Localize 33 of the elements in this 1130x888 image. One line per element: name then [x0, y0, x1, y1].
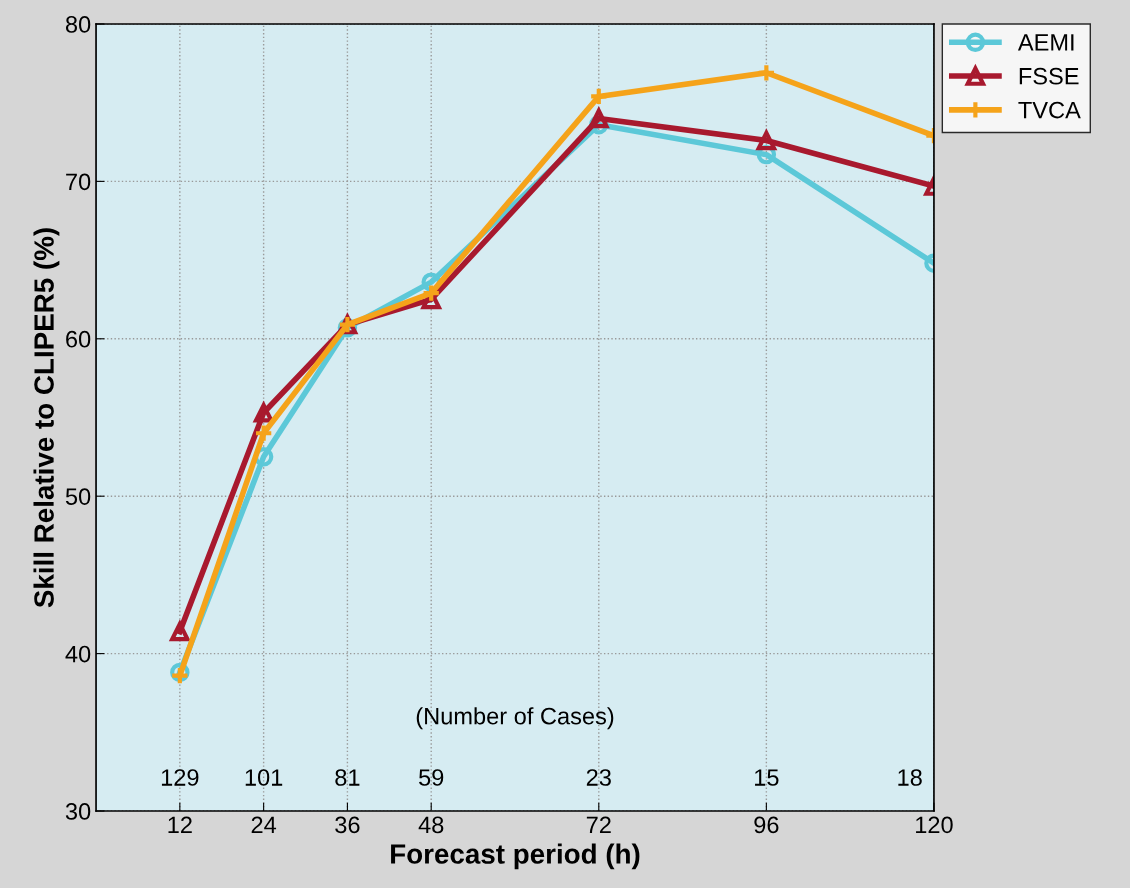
point — [589, 86, 609, 107]
point — [168, 619, 190, 642]
point — [589, 106, 610, 129]
legend-label: FSSE — [1019, 67, 1079, 85]
y-axis-title: Skill Relative to CLIPER5 (%) — [33, 228, 60, 608]
y-tick-label: 80 — [65, 16, 91, 33]
annotation: 23 — [586, 769, 611, 786]
legend-label: TVCA — [1018, 101, 1081, 119]
annotation: (Number of Cases) — [416, 707, 614, 730]
x-tick-label: 48 — [418, 816, 444, 834]
annotation: 18 — [898, 769, 922, 786]
x-tick-label: 120 — [916, 816, 953, 834]
x-tick-label: 24 — [251, 816, 277, 833]
x-tick-label: 36 — [335, 816, 360, 834]
y-tick-label: 50 — [65, 488, 91, 505]
annotation: 101 — [245, 769, 283, 786]
annotation: 15 — [755, 769, 779, 786]
y-tick-label: 30 — [65, 803, 91, 820]
point — [253, 423, 274, 443]
x-tick-label: 96 — [754, 816, 779, 834]
x-tick-label: 72 — [586, 816, 611, 833]
y-tick-label: 70 — [66, 173, 91, 191]
point — [756, 63, 777, 83]
annotation: 81 — [335, 769, 360, 786]
x-tick-label: 12 — [168, 816, 192, 833]
annotation: 59 — [419, 769, 444, 786]
y-tick-label: 40 — [65, 645, 91, 663]
legend-label: AEMI — [1017, 34, 1074, 51]
annotation: 129 — [161, 769, 199, 786]
point — [421, 283, 441, 303]
x-axis-title: Forecast period (h) — [391, 843, 640, 870]
point — [755, 128, 778, 151]
y-tick-label: 60 — [66, 330, 91, 348]
